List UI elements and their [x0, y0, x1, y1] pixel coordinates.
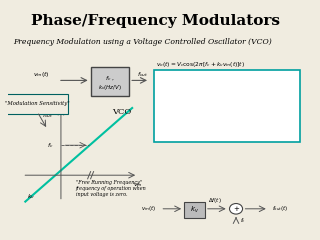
- Text: $f_c$: $f_c$: [240, 216, 246, 225]
- Text: "Free Running Frequency"
frequency of operation when
input voltage is zero.: "Free Running Frequency" frequency of op…: [76, 180, 147, 197]
- FancyBboxPatch shape: [155, 70, 300, 142]
- FancyBboxPatch shape: [184, 202, 205, 218]
- FancyBboxPatch shape: [91, 67, 129, 96]
- Text: $v_o(t) = V_c\cos(2\pi[f_c + k_v v_m(t)]t)$: $v_o(t) = V_c\cos(2\pi[f_c + k_v v_m(t)]…: [156, 60, 245, 69]
- Text: This is the only parameter we are interested in!
Not the frequency, not the volt: This is the only parameter we are intere…: [160, 77, 290, 105]
- Text: $k_v v_m(t) = \Delta f(t)$: $k_v v_m(t) = \Delta f(t)$: [156, 79, 198, 89]
- Text: $f_{out}(t)$: $f_{out}(t)$: [272, 204, 288, 213]
- Text: $v_m(t)$: $v_m(t)$: [33, 70, 50, 79]
- Text: $f_{out}$: $f_{out}$: [137, 70, 148, 79]
- Text: $k_v$: $k_v$: [190, 205, 199, 215]
- Text: +: +: [233, 206, 239, 212]
- Text: $f_{out}$: $f_{out}$: [42, 111, 53, 120]
- Text: Frequency Deviation: Frequency Deviation: [160, 91, 218, 96]
- Text: $k_v(Hz/V)$: $k_v(Hz/V)$: [98, 84, 122, 92]
- Text: $k_v$: $k_v$: [27, 192, 36, 201]
- Text: Phase/Frequency Modulators: Phase/Frequency Modulators: [31, 14, 280, 28]
- FancyBboxPatch shape: [6, 94, 68, 114]
- Text: "Modulation Sensitivity": "Modulation Sensitivity": [5, 101, 69, 106]
- Text: $v_m$: $v_m$: [133, 181, 143, 189]
- Text: VCO: VCO: [112, 108, 132, 116]
- Text: $\Delta f(t)$: $\Delta f(t)$: [208, 196, 222, 205]
- Text: $v_m(t)$: $v_m(t)$: [141, 204, 156, 213]
- Text: $f_c$ ,: $f_c$ ,: [105, 74, 115, 83]
- Circle shape: [229, 204, 243, 214]
- Text: $f_c$: $f_c$: [47, 141, 53, 150]
- Text: Frequency Modulation using a Voltage Controlled Oscillator (VCO): Frequency Modulation using a Voltage Con…: [13, 38, 272, 46]
